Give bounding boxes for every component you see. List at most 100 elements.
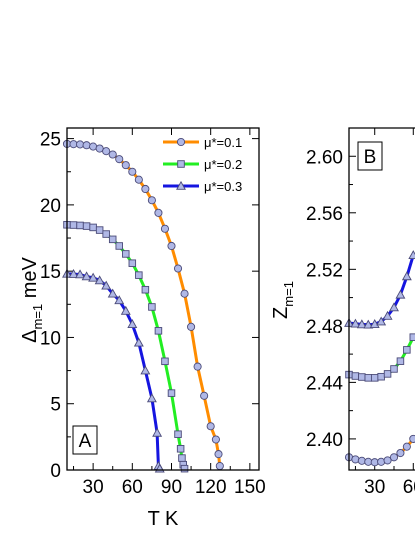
panel-b-series-2-point (383, 370, 392, 378)
panel-a-series-2-point (122, 250, 130, 258)
panel-a-y-tick-label: 5 (50, 395, 61, 416)
panel-a-series-3-point (101, 280, 112, 290)
panel-a-series-3-point (107, 288, 118, 298)
panel-a-series-3-point (133, 337, 144, 347)
panel-a-series-3-point (120, 305, 131, 315)
panel-a-series-2-point (141, 285, 150, 294)
panel-b: 30 60 2.40 2.44 2.48 2.52 2.56 2.60 Zm=1 B (270, 127, 415, 498)
panel-b-letter: B (364, 147, 377, 168)
panel-b-series-1 (344, 434, 415, 467)
panel-a-series-1-point (102, 147, 111, 156)
panel-a-series-1-point (167, 241, 176, 251)
panel-a-x-axis-label: T K (148, 508, 179, 530)
panel-a-series-1-point (141, 184, 150, 194)
panel-b-series-3-point (356, 319, 367, 329)
panel-b-series-2-point (409, 333, 415, 341)
panel-a-x-tick-label: 90 (161, 477, 182, 498)
panel-b-series-3-line (348, 254, 415, 327)
panel-a-series-2-point (154, 327, 163, 335)
panel-a-series-3-point (68, 268, 79, 278)
panel-b-series-1-point (377, 457, 386, 466)
panel-a-series-2 (63, 221, 189, 473)
panel-a: 30 60 90 120 150 0 5 10 15 20 25 T K Δm=1 meV A μ… (19, 127, 266, 530)
legend-entry: μ*=0.1 (163, 135, 242, 150)
panel-a-y-tick-label: 10 (40, 328, 61, 349)
panel-a-y-tick-label: 15 (40, 262, 61, 283)
panel-a-y-axis-label-unit: meV (19, 256, 41, 303)
legend-marker (176, 137, 186, 147)
panel-a-series-2-point (167, 389, 176, 397)
panel-b-series-2-point (403, 346, 411, 354)
panel-a-series-1-point (121, 161, 130, 170)
panel-b-series-3-point (363, 319, 374, 329)
panel-a-series-2-point (180, 464, 189, 473)
panel-b-y-tick-label: 2.40 (306, 430, 343, 451)
panel-a-series-2-point (82, 222, 91, 230)
panel-a-series-1 (62, 139, 224, 471)
panel-b-series-2-point (396, 357, 405, 365)
panel-a-series-2-point (95, 226, 104, 234)
panel-b-series-3-point (382, 310, 393, 320)
panel-a-series-1-point (82, 141, 91, 150)
legend-label: μ*=0.3 (204, 179, 242, 194)
panel-a-series-1-point (147, 196, 156, 205)
panel-b-series-1-point (383, 456, 392, 465)
panel-a-series-2-point (128, 259, 137, 267)
panel-a-series-1-point (115, 155, 124, 164)
panel-a-y-axis-label: Δm=1 meV (19, 256, 45, 342)
panel-b-series-2-point (358, 373, 366, 381)
panel-a-series-1-point (128, 167, 137, 176)
panel-b-series-1-point (409, 434, 415, 443)
panel-a-series-2-point (176, 445, 185, 453)
panel-b-series-2-point (364, 374, 373, 382)
panel-a-y-axis-label-sub: m=1 (30, 304, 45, 330)
panel-a-series-3-point (88, 272, 99, 282)
panel-a-x-tick-label: 30 (83, 477, 104, 498)
panel-a-y-tick-label: 25 (40, 130, 61, 151)
panel-a-series-1-point (206, 422, 215, 431)
panel-a-series-1-point (193, 362, 202, 371)
panel-b-y-axis-label-main: Z (270, 307, 292, 319)
legend-marker (176, 180, 186, 190)
panel-a-series-2-point (108, 235, 117, 244)
panel-a-series-1-point (160, 224, 170, 233)
panel-a-series-1-point (76, 140, 85, 149)
panel-b-series-1-point (389, 453, 399, 462)
panel-b-letter-box: B (357, 141, 383, 171)
legend-label: μ*=0.1 (204, 135, 242, 150)
panel-b-series-2 (345, 333, 415, 382)
panel-b-series-3-point (389, 302, 399, 312)
panel-a-x-tick-label: 150 (234, 477, 266, 498)
panel-a-y-tick-label: 0 (50, 461, 61, 482)
panel-a-series-1-point (154, 208, 163, 217)
panel-b-tick-marks (349, 127, 414, 470)
panel-a-series-2-point (174, 430, 182, 438)
panel-b-y-tick-label: 2.56 (306, 204, 343, 225)
panel-a-y-tick-label: 20 (40, 196, 61, 217)
panel-b-series-2-point (377, 372, 385, 381)
panel-b-y-tick-label: 2.60 (306, 147, 343, 168)
panel-b-y-tick-labels: 2.40 2.44 2.48 2.52 2.56 2.60 (306, 147, 343, 451)
panel-a-series-3-point (140, 365, 151, 375)
panel-a-x-tick-label: 60 (122, 477, 143, 498)
panel-b-series-2-point (370, 374, 379, 382)
panel-a-series-2-point (135, 271, 143, 279)
panel-a-letter: A (79, 431, 92, 452)
panel-a-series-1-point (215, 461, 224, 471)
panel-a-series (62, 139, 224, 473)
panel-a-series-1-point (214, 450, 223, 459)
panel-b-series-3-point (369, 319, 380, 328)
panel-a-series-2-point (161, 357, 169, 366)
panel-a-x-tick-labels: 30 60 90 120 150 (83, 477, 266, 498)
panel-b-y-tick-label: 2.44 (306, 373, 343, 394)
panel-b-letter-frame (357, 141, 383, 171)
panel-a-series-2-point (76, 221, 84, 230)
panel-a-series-1-point (211, 435, 220, 444)
panel-b-series (344, 250, 415, 467)
panel-b-y-tick-label: 2.52 (306, 260, 343, 281)
panel-b-y-tick-label: 2.48 (306, 317, 343, 338)
panel-b-series-3-point (408, 250, 415, 260)
panel-a-y-tick-labels: 0 5 10 15 20 25 (40, 130, 61, 482)
panel-b-y-axis-label: Zm=1 (270, 281, 296, 319)
